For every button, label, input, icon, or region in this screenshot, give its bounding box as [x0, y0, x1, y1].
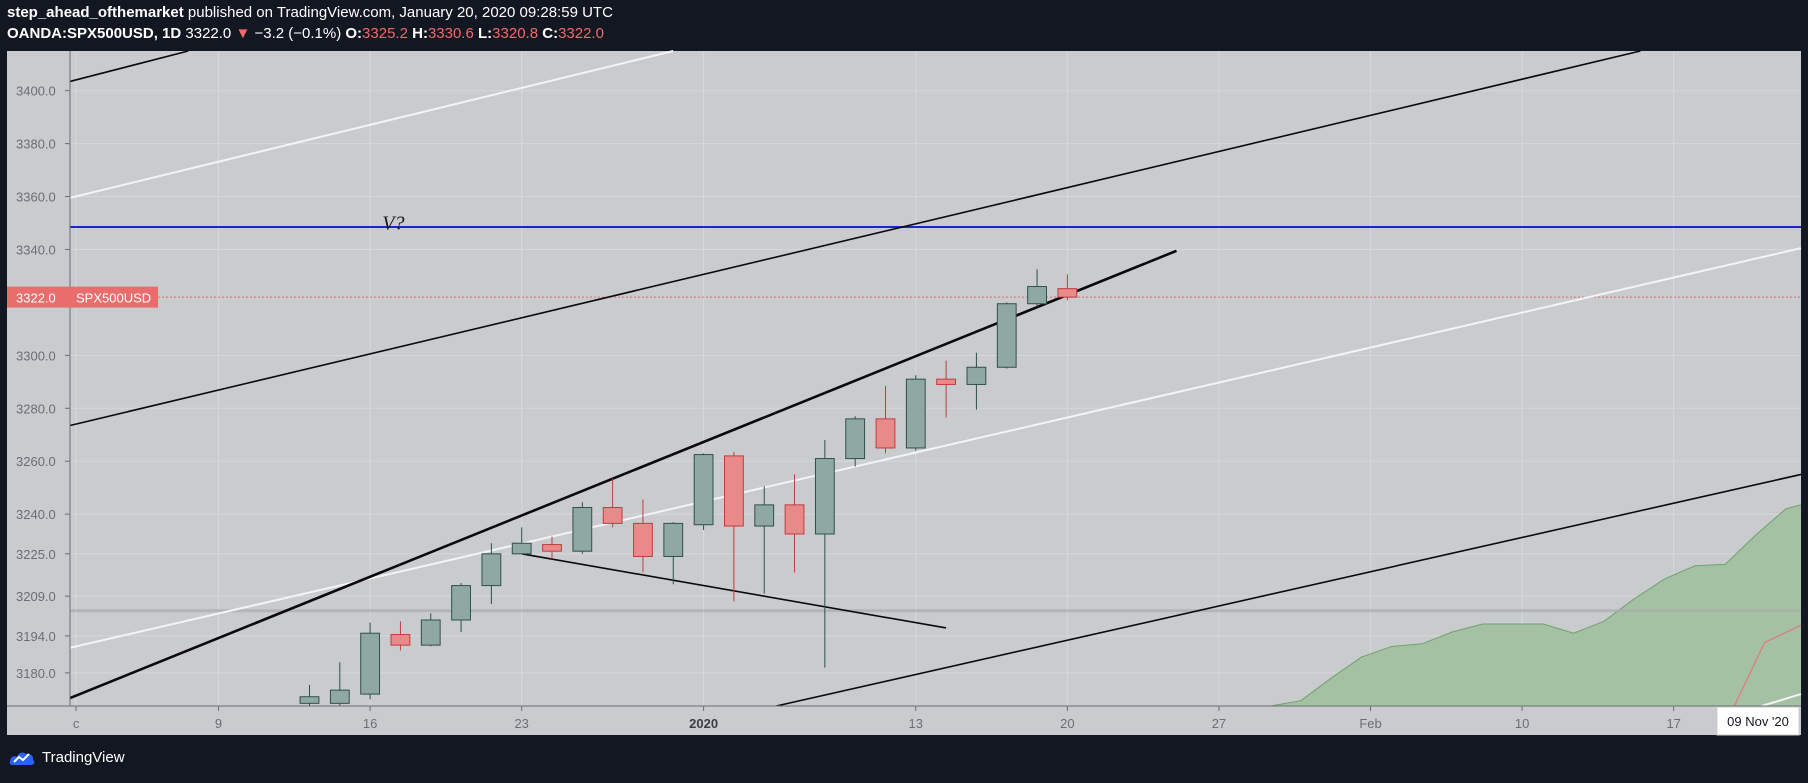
- black-channel-lower[interactable]: [776, 473, 1802, 707]
- publish-text: published on TradingView.com, January 20…: [187, 4, 613, 21]
- price-tag-value: 3322.0: [16, 291, 56, 306]
- tradingview-brand: TradingView: [42, 748, 125, 766]
- x-tick-label: 23: [514, 716, 528, 731]
- y-tick-label: 3400.0: [16, 84, 56, 99]
- candle-body[interactable]: [329, 689, 350, 704]
- y-tick-label: 3280.0: [16, 401, 56, 416]
- y-tick-label: 3340.0: [16, 242, 56, 257]
- x-tick-label: 17: [1666, 716, 1680, 731]
- cloud-span-line: [1270, 504, 1802, 707]
- candle-body[interactable]: [966, 366, 987, 385]
- ichimoku-cloud: [1270, 504, 1802, 707]
- x-axis-background: [7, 706, 1801, 735]
- price-tag-background: [7, 286, 158, 308]
- candle-body[interactable]: [1027, 286, 1047, 305]
- x-tick-label: 27: [1212, 716, 1226, 731]
- cloud-lagging-line: [1733, 624, 1802, 707]
- candle-body[interactable]: [875, 418, 896, 449]
- candle-body[interactable]: [936, 378, 957, 385]
- candle-body[interactable]: [299, 696, 320, 704]
- black-wedge-upper[interactable]: [69, 249, 1177, 700]
- candle-body[interactable]: [996, 303, 1017, 368]
- y-tick-label: 3180.0: [16, 666, 56, 681]
- x-tick-label: 10: [1515, 716, 1529, 731]
- black-channel-upper-top[interactable]: [69, 50, 189, 83]
- date-label-background: [1716, 706, 1800, 736]
- horizontal-levels: [70, 225, 1801, 613]
- down-arrow-icon: ▼: [235, 25, 251, 42]
- price-tag-symbol: SPX500USD: [76, 291, 151, 306]
- x-tick-label: 13: [909, 716, 923, 731]
- candles[interactable]: [299, 269, 1078, 726]
- y-tick-label: 3240.0: [16, 507, 56, 522]
- y-axis-background: [7, 51, 70, 706]
- tradingview-footer[interactable]: TradingView: [8, 748, 125, 766]
- open-value: 3325.2: [362, 25, 408, 42]
- y-tick-label: 3360.0: [16, 190, 56, 205]
- candle-body[interactable]: [511, 542, 532, 555]
- symbol-info: OANDA:SPX500USD, 1D 3322.0 ▼ −3.2 (−0.1%…: [7, 25, 604, 42]
- publish-info: step_ahead_ofthemarket published on Trad…: [7, 4, 613, 21]
- y-tick-label: 3209.0: [16, 589, 56, 604]
- candle-body[interactable]: [754, 504, 775, 527]
- last-price: 3322.0: [185, 25, 232, 42]
- y-tick-label: 3194.0: [16, 629, 56, 644]
- open-label: O:: [345, 25, 363, 42]
- white-bottom-right[interactable]: [1761, 693, 1802, 707]
- candle-body[interactable]: [814, 458, 835, 535]
- close-label: C:: [542, 25, 559, 42]
- y-tick-label: 3380.0: [16, 137, 56, 152]
- y-tick-label: 3225.0: [16, 547, 56, 562]
- x-tick-label: 9: [215, 716, 222, 731]
- black-channel-mid[interactable]: [69, 50, 1641, 427]
- candle-body[interactable]: [663, 522, 684, 557]
- candle-body[interactable]: [724, 455, 744, 527]
- chart-background: [7, 51, 1801, 706]
- x-axis[interactable]: c 9 16 23 2020 13 20 27 Feb 10 17: [7, 705, 1801, 735]
- x-tick-label: c: [73, 716, 80, 731]
- candle-body[interactable]: [420, 619, 441, 646]
- high-label: H:: [412, 25, 428, 42]
- candle-body[interactable]: [633, 522, 653, 557]
- close-value: 3322.0: [558, 25, 604, 42]
- candle-body[interactable]: [390, 634, 411, 646]
- candle-body[interactable]: [784, 504, 805, 535]
- candle-body[interactable]: [481, 553, 502, 587]
- x-tick-label: 2020: [689, 716, 718, 731]
- candle-body[interactable]: [542, 544, 562, 552]
- candle-body[interactable]: [602, 507, 623, 524]
- date-label-box: 09 Nov '20: [1716, 706, 1800, 736]
- candle-body[interactable]: [905, 378, 926, 449]
- last-price-tag: 3322.0 SPX500USD: [7, 286, 158, 308]
- candle-body[interactable]: [1057, 288, 1078, 298]
- white-channel-upper[interactable]: [69, 50, 674, 199]
- low-value: 3320.8: [492, 25, 539, 42]
- high-value: 3330.6: [427, 25, 474, 42]
- candle-body[interactable]: [360, 632, 381, 695]
- trend-lines[interactable]: [69, 50, 1802, 707]
- date-label: 09 Nov '20: [1727, 714, 1789, 729]
- candle-body[interactable]: [451, 585, 471, 621]
- chart-annotation[interactable]: V?: [382, 213, 404, 235]
- candle-body[interactable]: [845, 418, 866, 460]
- candle-body[interactable]: [693, 454, 714, 526]
- y-tick-label: 3260.0: [16, 454, 56, 469]
- x-tick-label: Feb: [1359, 716, 1381, 731]
- cloud-area: [1270, 504, 1801, 706]
- x-tick-label: 20: [1060, 716, 1074, 731]
- symbol-label: OANDA:SPX500USD, 1D: [7, 25, 182, 42]
- y-axis[interactable]: 3400.0 3380.0 3360.0 3340.0 3300.0 3280.0 3260…: [7, 51, 71, 706]
- x-tick-label: 16: [363, 716, 377, 731]
- candle-body[interactable]: [572, 507, 593, 552]
- change-value: −3.2 (−0.1%): [254, 25, 342, 42]
- author-name[interactable]: step_ahead_ofthemarket: [7, 4, 184, 21]
- y-tick-label: 3300.0: [16, 348, 56, 363]
- low-label: L:: [478, 25, 493, 42]
- tradingview-logo-icon: [9, 752, 35, 765]
